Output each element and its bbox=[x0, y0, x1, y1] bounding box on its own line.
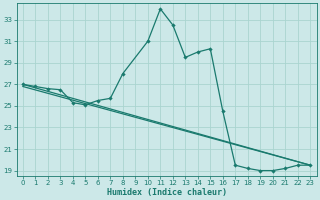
X-axis label: Humidex (Indice chaleur): Humidex (Indice chaleur) bbox=[107, 188, 227, 197]
